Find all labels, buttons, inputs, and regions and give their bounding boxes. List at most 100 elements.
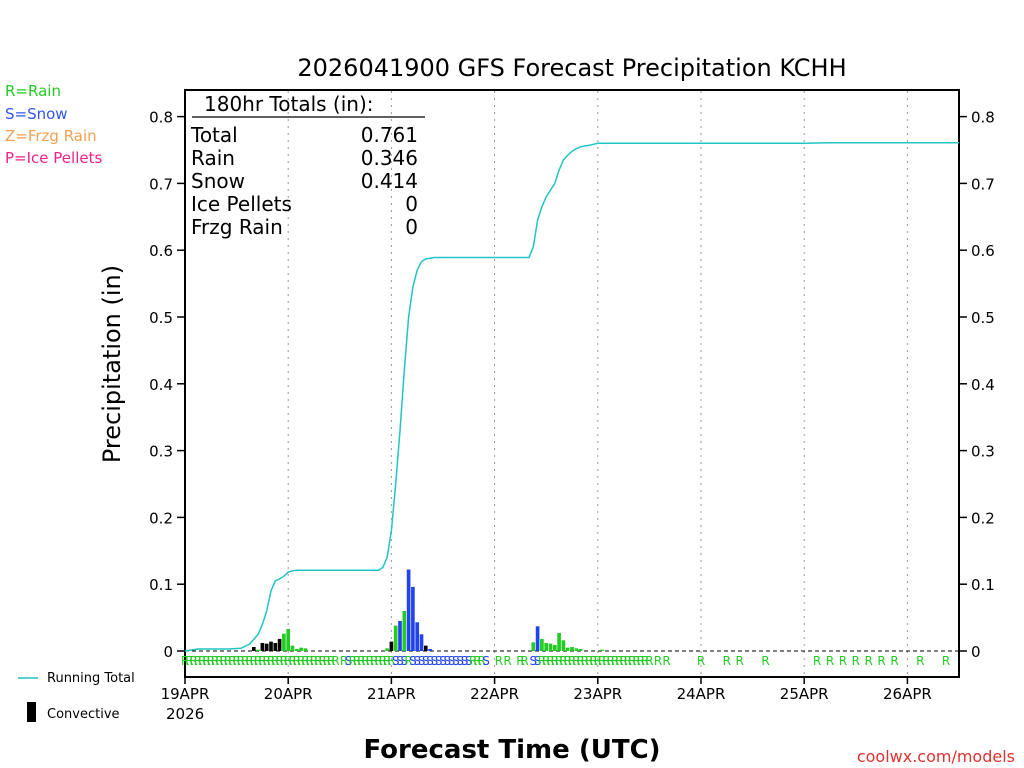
- precip-bar-rain: [286, 628, 291, 651]
- ptype-marker: R: [546, 654, 554, 668]
- totals-label-snow: Snow: [191, 169, 245, 193]
- ptype-marker: R: [241, 654, 249, 668]
- y-tick-label-right: 0.4: [971, 376, 995, 394]
- precip-bar-convective: [277, 638, 282, 651]
- totals-value-total: 0.761: [361, 123, 418, 147]
- ptype-marker: R: [284, 654, 292, 668]
- ptype-marker: R: [275, 654, 283, 668]
- ptype-marker: R: [211, 654, 219, 668]
- totals-box: 180hr Totals (in): Total 0.761 Rain 0.34…: [190, 92, 425, 239]
- ptype-marker: R: [538, 654, 546, 668]
- y-tick-label-right: 0.5: [971, 309, 995, 327]
- plot-frame: [184, 89, 960, 678]
- y-axis-ticks: 0 00.1 0.10.2 0.20.3 0.30.4 0.40.5 0.50.6 0.60.…: [149, 109, 995, 661]
- precip-bar-rain: [294, 648, 299, 651]
- ptype-marker: R: [323, 654, 331, 668]
- ptype-marker: S: [443, 654, 451, 668]
- x-axis-ticks: 19APR 20APR 21APR 22APR 23APR 24APR 25APR 26APR: [161, 677, 932, 703]
- precip-bar-rain: [256, 649, 260, 651]
- ptype-marker: R: [654, 654, 662, 668]
- y-tick-label-left: 0.2: [149, 509, 173, 527]
- precip-bar-convective: [251, 646, 256, 651]
- ptype-marker: R: [916, 654, 924, 668]
- totals-value-rain: 0.346: [361, 146, 418, 170]
- running-total-line: [184, 141, 959, 652]
- ptype-marker: R: [357, 654, 365, 668]
- x-axis-year: 2026: [166, 705, 204, 723]
- precip-bars: [251, 569, 604, 651]
- precip-bar-snow: [415, 622, 420, 651]
- y-tick-label-left: 0.8: [149, 109, 173, 127]
- y-tick-label-right: 0.3: [971, 443, 995, 461]
- totals-value-ice-pellets: 0: [405, 192, 418, 216]
- legend-ice-pellets: P=Ice Pellets: [5, 149, 102, 167]
- y-tick-label-right: 0.2: [971, 509, 995, 527]
- ptype-marker: R: [301, 654, 309, 668]
- precip-bar-rain: [548, 643, 553, 651]
- ptype-marker: R: [598, 654, 606, 668]
- ptype-marker: R: [224, 654, 232, 668]
- ptype-marker: R: [865, 654, 873, 668]
- ptype-marker: R: [198, 654, 206, 668]
- y-tick-label-right: 0.7: [971, 175, 995, 193]
- ptype-marker: S: [529, 654, 537, 668]
- ptype-marker: R: [194, 654, 202, 668]
- legend-convective-swatch: [27, 702, 36, 722]
- precip-bar-rain: [552, 644, 557, 651]
- precip-bar-snow: [406, 569, 411, 651]
- y-tick-label-left: 0.6: [149, 242, 173, 260]
- precip-bar-rain: [531, 642, 536, 651]
- ptype-marker: R: [306, 654, 314, 668]
- ptype-marker: S: [345, 654, 353, 668]
- ptype-marker: R: [366, 654, 374, 668]
- ptype-marker: R: [564, 654, 572, 668]
- totals-label-total: Total: [190, 123, 238, 147]
- ptype-marker: R: [370, 654, 378, 668]
- ptype-marker: R: [215, 654, 223, 668]
- ptype-marker: R: [521, 654, 529, 668]
- ptype-marker: R: [589, 654, 597, 668]
- totals-value-frzg-rain: 0: [405, 215, 418, 239]
- precip-bar-convective: [423, 645, 428, 651]
- x-tick-label: 20APR: [264, 685, 313, 703]
- precip-bar-rain: [282, 633, 286, 651]
- ptype-marker: S: [426, 654, 434, 668]
- y-tick-label-right: 0.6: [971, 242, 995, 260]
- ptype-marker: R: [568, 654, 576, 668]
- ptype-marker: R: [619, 654, 627, 668]
- ptype-marker: R: [877, 654, 885, 668]
- ptype-marker: S: [392, 654, 400, 668]
- precip-bar-rain: [544, 642, 549, 651]
- ptype-marker: R: [349, 654, 357, 668]
- totals-label-frzg-rain: Frzg Rain: [191, 215, 283, 239]
- ptype-marker: S: [409, 654, 417, 668]
- ptype-marker: R: [404, 654, 412, 668]
- ptype-marker: R: [585, 654, 593, 668]
- ptype-marker: R: [293, 654, 301, 668]
- precip-bar-rain: [290, 645, 295, 651]
- ptype-marker: R: [340, 654, 348, 668]
- ptype-marker: S: [482, 654, 490, 668]
- ptype-marker: R: [632, 654, 640, 668]
- ptype-marker: R: [237, 654, 245, 668]
- x-axis-title: Forecast Time (UTC): [363, 735, 660, 765]
- ptype-marker: R: [662, 654, 670, 668]
- precip-bar-rain: [565, 647, 570, 651]
- precip-bar-rain: [600, 649, 604, 651]
- ptype-marker: R: [374, 654, 382, 668]
- precip-bar-rain: [561, 640, 566, 651]
- ptype-marker: R: [572, 654, 580, 668]
- ptype-marker: S: [431, 654, 439, 668]
- ptype-marker: R: [267, 654, 275, 668]
- ptype-marker: S: [461, 654, 469, 668]
- ptype-marker: S: [448, 654, 456, 668]
- ptype-marker: R: [761, 654, 769, 668]
- precip-bar-rain: [540, 638, 544, 651]
- precip-bar-snow: [398, 620, 402, 651]
- ptype-marker: S: [452, 654, 460, 668]
- ptype-marker: R: [813, 654, 821, 668]
- ptype-marker: R: [254, 654, 262, 668]
- ptype-marker: R: [288, 654, 296, 668]
- ptype-marker: R: [942, 654, 950, 668]
- precip-bar-convective: [264, 643, 269, 651]
